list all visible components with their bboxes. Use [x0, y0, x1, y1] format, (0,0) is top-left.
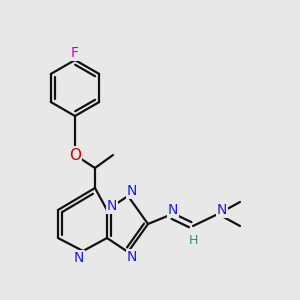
Text: N: N — [217, 203, 227, 217]
Text: O: O — [69, 148, 81, 163]
Text: N: N — [127, 184, 137, 198]
Text: N: N — [127, 250, 137, 264]
Text: N: N — [74, 251, 84, 265]
Text: H: H — [188, 235, 198, 248]
Text: N: N — [168, 203, 178, 217]
Text: N: N — [107, 199, 117, 213]
Text: F: F — [71, 46, 79, 60]
